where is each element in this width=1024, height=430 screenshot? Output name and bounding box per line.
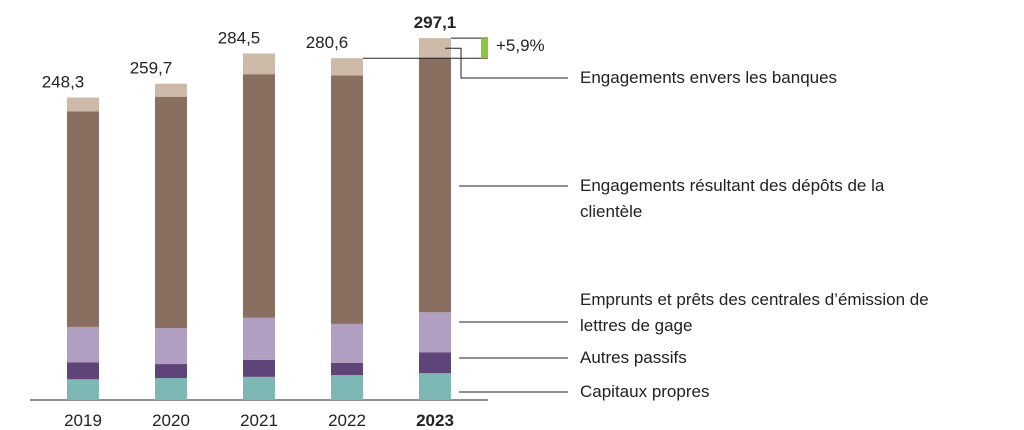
bar-segment	[155, 83, 187, 97]
legend-label: Engagements résultant des dépôts de la c…	[580, 176, 885, 221]
change-label: +5,9%	[496, 36, 545, 55]
x-tick-label: 2023	[416, 411, 454, 430]
bar-segment	[243, 53, 275, 75]
bar-segment	[331, 362, 363, 376]
bar-segment	[155, 364, 187, 379]
bar-segment	[331, 323, 363, 363]
bar-segment	[419, 58, 451, 313]
legend-label: Autres passifs	[580, 348, 687, 367]
change-bar	[481, 38, 488, 59]
total-label: 297,1	[414, 13, 457, 32]
bar-segment	[155, 328, 187, 365]
x-tick-label: 2019	[64, 411, 102, 430]
bar-segment	[331, 58, 363, 76]
leader-line	[445, 47, 568, 79]
bar-segment	[243, 317, 275, 360]
total-label: 248,3	[42, 73, 85, 92]
total-label: 284,5	[218, 28, 261, 47]
bar-segment	[331, 375, 363, 400]
bar-segment	[67, 97, 99, 112]
bar-segment	[155, 378, 187, 400]
bar-segment	[67, 326, 99, 363]
bar-segment	[243, 74, 275, 318]
bar-segment	[331, 75, 363, 324]
bar-segment	[67, 362, 99, 380]
legend-label: Emprunts et prêts des centrales d’émissi…	[580, 290, 929, 335]
x-tick-label: 2021	[240, 411, 278, 430]
bar-segment	[243, 359, 275, 377]
bar-segment	[419, 312, 451, 353]
total-label: 280,6	[306, 33, 349, 52]
bar-segment	[67, 379, 99, 400]
bar-segment	[419, 373, 451, 400]
bar-segment	[243, 376, 275, 400]
total-label: 259,7	[130, 59, 173, 78]
bar-segment	[419, 352, 451, 374]
bar-segment	[155, 96, 187, 329]
bar-segment	[419, 38, 451, 59]
legend-label: Engagements envers les banques	[580, 68, 838, 87]
x-tick-label: 2022	[328, 411, 366, 430]
bar-segment	[67, 111, 99, 327]
legend-label: Capitaux propres	[580, 382, 710, 401]
x-tick-label: 2020	[152, 411, 190, 430]
